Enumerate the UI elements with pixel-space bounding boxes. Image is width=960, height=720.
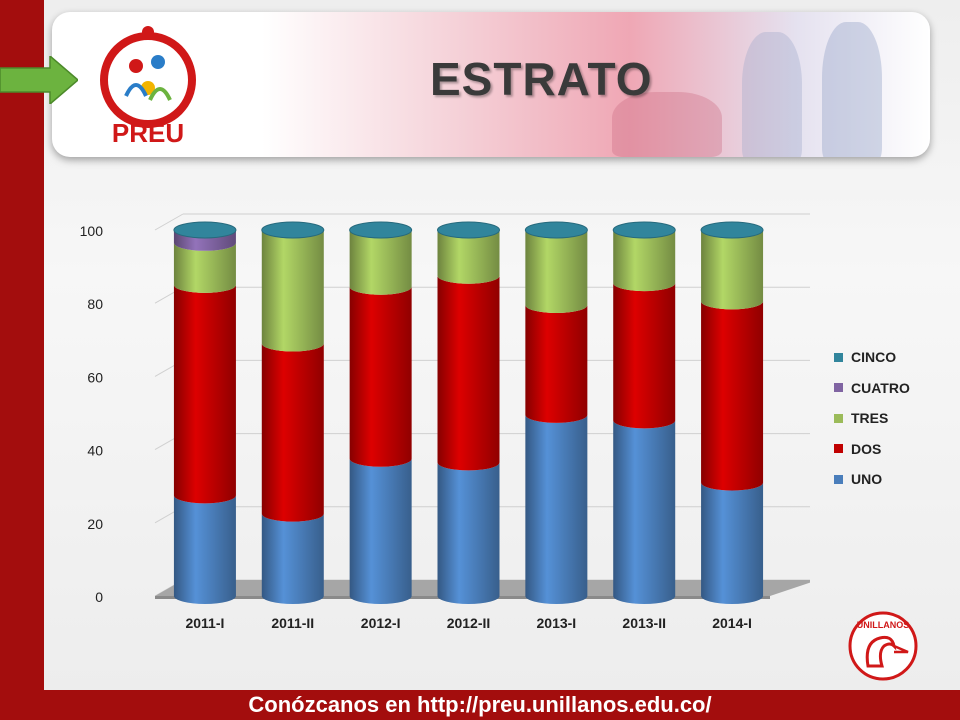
legend-swatch <box>834 444 843 454</box>
x-tick-label: 2012-I <box>361 615 401 631</box>
student-figure-image <box>742 32 802 157</box>
legend-item-cinco: CINCO <box>834 342 910 373</box>
logo-text: PREU <box>112 118 184 148</box>
y-tick-label: 20 <box>87 516 103 532</box>
bar-segment-tres <box>525 230 588 314</box>
x-tick-label: 2013-II <box>622 615 666 631</box>
legend-swatch <box>834 383 843 393</box>
bar-segment-tres <box>437 230 500 284</box>
bar-segment-uno <box>261 513 324 604</box>
bar-segment-dos <box>261 343 324 522</box>
bar-segment-uno <box>701 482 764 604</box>
legend-item-tres: TRES <box>834 403 910 434</box>
x-tick-label: 2012-II <box>447 615 491 631</box>
x-tick-label: 2014-I <box>712 615 752 631</box>
stacked-bar-chart: 0 20 40 60 80 100 2011-I 2011-II 2012-I 2012-II 20… <box>60 200 858 640</box>
bar-segment-dos <box>173 284 236 504</box>
bar-segment-tres <box>173 242 236 293</box>
unillanos-logo: UNILLANOS <box>848 611 918 681</box>
bar-top-cap <box>173 221 237 239</box>
y-tick-label: 40 <box>87 443 103 459</box>
legend-label: TRES <box>851 410 889 427</box>
legend-label: DOS <box>851 440 882 457</box>
bar-segment-tres <box>261 230 324 352</box>
legend-label: CUATRO <box>851 379 910 396</box>
x-tick-label: 2013-I <box>537 615 577 631</box>
student-figure-image-2 <box>822 22 882 157</box>
bar-segment-dos <box>437 275 500 471</box>
y-tick-label: 0 <box>95 589 103 605</box>
unillanos-text: UNILLANOS <box>857 620 910 630</box>
bar-segment-dos <box>349 286 412 467</box>
bar-segment-uno <box>349 458 412 604</box>
bar-segment-dos <box>701 301 764 491</box>
legend-swatch <box>834 352 843 362</box>
header-decoration <box>262 12 930 157</box>
legend-item-uno: UNO <box>834 464 910 495</box>
bar-segment-cuatro <box>173 230 236 251</box>
gridline-depth <box>154 213 184 231</box>
legend-label: CINCO <box>851 349 897 366</box>
footer-link-text[interactable]: Conózcanos en http://preu.unillanos.edu.… <box>248 692 712 717</box>
arrow-right-icon <box>0 56 78 104</box>
bar-segment-dos <box>525 305 588 423</box>
bar-top-cap <box>524 221 588 239</box>
bar-segment-dos <box>613 283 676 429</box>
bar-segment-uno <box>437 462 500 604</box>
legend-item-dos: DOS <box>834 434 910 465</box>
y-tick-label: 60 <box>87 369 103 385</box>
legend-swatch <box>834 474 843 484</box>
bar-segment-tres <box>349 230 412 295</box>
preu-logo: PREU <box>100 26 196 148</box>
bar-segment-uno <box>613 420 676 604</box>
student-figure-image-3 <box>612 92 722 157</box>
bar-segment-uno <box>173 495 236 604</box>
bar-segment-tres <box>701 230 764 310</box>
legend-label: UNO <box>851 471 883 488</box>
bar-top-cap <box>437 221 500 239</box>
chart-legend: CINCO CUATRO TRES DOS UNO <box>834 342 910 495</box>
bar-top-cap <box>700 221 764 239</box>
chart-plot: 0 20 40 60 80 100 2011-I 2011-II 2012-I 2012-II 20… <box>80 213 858 631</box>
header-banner <box>52 12 930 157</box>
x-tick-label: 2011-I <box>185 615 224 631</box>
y-tick-label: 80 <box>87 296 103 312</box>
y-tick-label: 100 <box>80 223 104 239</box>
x-tick-label: 2011-II <box>271 615 314 631</box>
bar-top-cap <box>349 221 413 239</box>
slide-title: ESTRATO <box>430 53 653 105</box>
legend-item-cuatro: CUATRO <box>834 373 910 404</box>
bar-segment-uno <box>525 414 588 604</box>
bar-top-cap <box>261 221 325 239</box>
bar-segment-tres <box>613 230 676 292</box>
legend-swatch <box>834 413 843 423</box>
bar-top-cap <box>612 221 676 239</box>
